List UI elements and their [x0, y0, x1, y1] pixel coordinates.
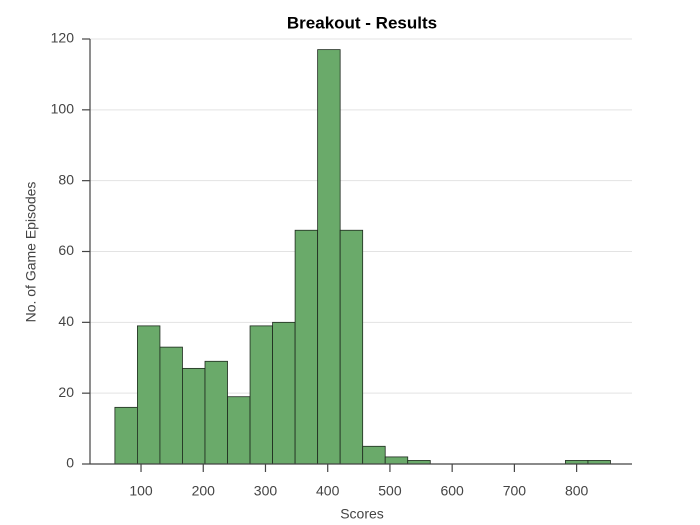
y-tick-label: 120: [51, 30, 75, 46]
bar: [227, 396, 251, 465]
bar: [249, 325, 273, 465]
bar: [137, 325, 161, 465]
bar: [317, 49, 341, 465]
x-tick-label: 400: [316, 483, 340, 499]
bar: [339, 229, 364, 465]
y-axis-label: No. of Game Episodes: [23, 182, 39, 323]
y-tick-label: 80: [58, 171, 74, 187]
bar: [272, 321, 296, 465]
bar: [384, 456, 409, 465]
bar: [182, 367, 206, 465]
x-tick-label: 200: [192, 483, 216, 499]
x-tick-label: 800: [565, 483, 589, 499]
y-tick-label: 0: [66, 455, 74, 471]
x-tick-label: 500: [378, 483, 402, 499]
y-tick-label: 40: [58, 313, 74, 329]
x-tick-label: 700: [503, 483, 527, 499]
bar: [159, 346, 183, 465]
bar: [362, 445, 386, 465]
y-tick-label: 60: [58, 242, 74, 258]
y-tick-label: 20: [58, 384, 74, 400]
bar: [204, 360, 228, 465]
x-tick-label: 300: [254, 483, 278, 499]
bar: [114, 406, 138, 465]
x-axis-label: Scores: [340, 506, 384, 522]
x-tick-label: 100: [129, 483, 153, 499]
y-tick-label: 100: [51, 101, 75, 117]
x-tick-label: 600: [440, 483, 464, 499]
bar: [294, 229, 319, 465]
chart-title: Breakout - Results: [287, 13, 437, 32]
